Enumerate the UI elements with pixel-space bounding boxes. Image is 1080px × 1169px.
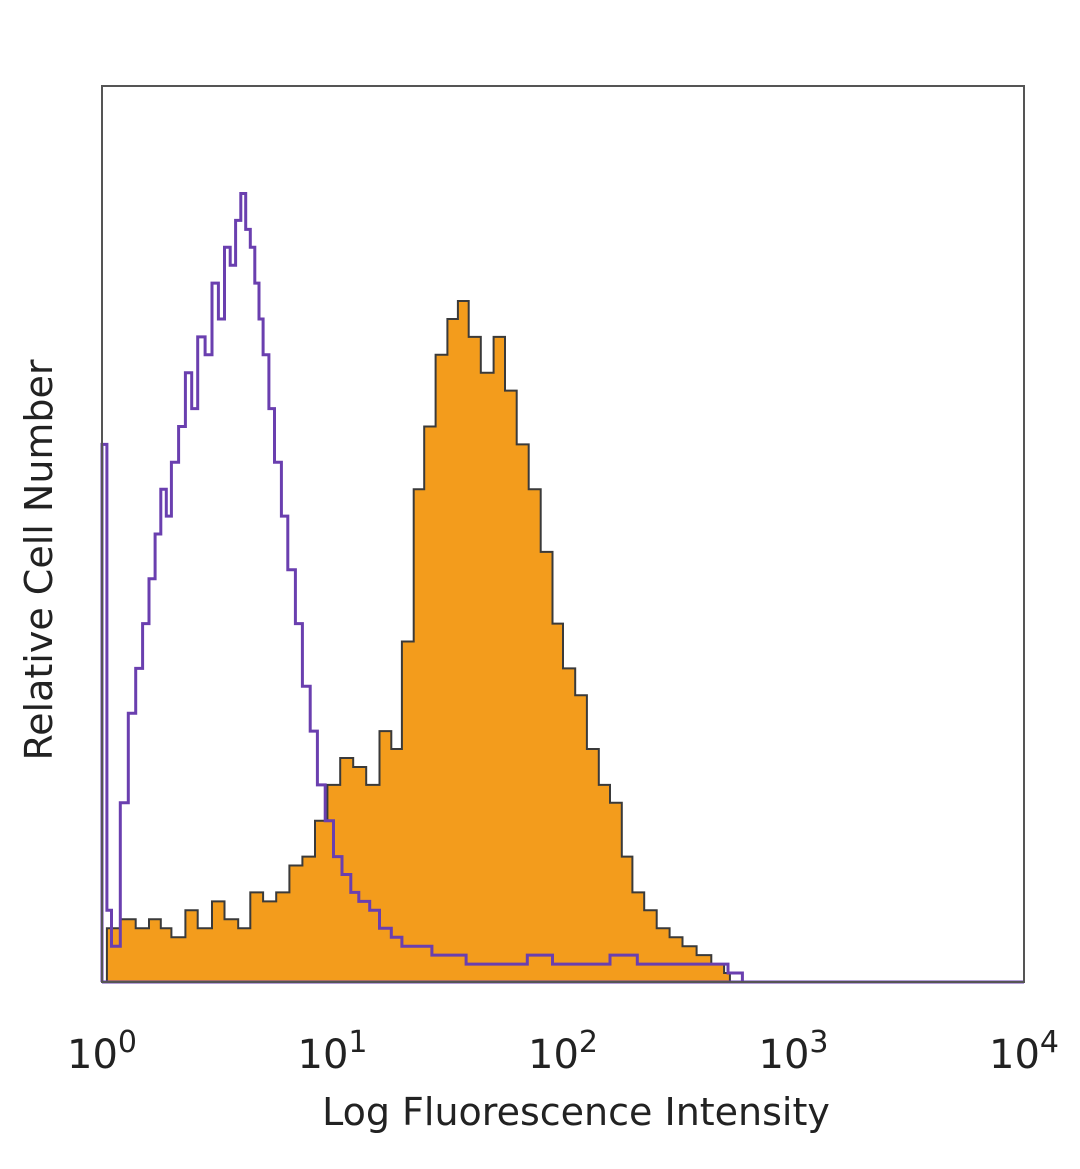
series-0-filled-histogram bbox=[105, 300, 731, 983]
x-tick-label-1: 101 bbox=[298, 1025, 368, 1078]
series-1-outline-histogram bbox=[100, 192, 746, 984]
x-axis-label: Log Fluorescence Intensity bbox=[322, 1090, 830, 1134]
x-tick-label-2: 102 bbox=[528, 1025, 598, 1078]
x-tick-label-3: 103 bbox=[759, 1025, 829, 1078]
x-tick-label-4: 104 bbox=[989, 1025, 1059, 1078]
x-tick-label-0: 100 bbox=[67, 1025, 137, 1078]
y-axis-label: Relative Cell Number bbox=[17, 359, 61, 760]
plot-frame bbox=[101, 85, 1025, 983]
x-tick-labels: 100 101 102 103 104 bbox=[67, 1025, 1059, 1078]
